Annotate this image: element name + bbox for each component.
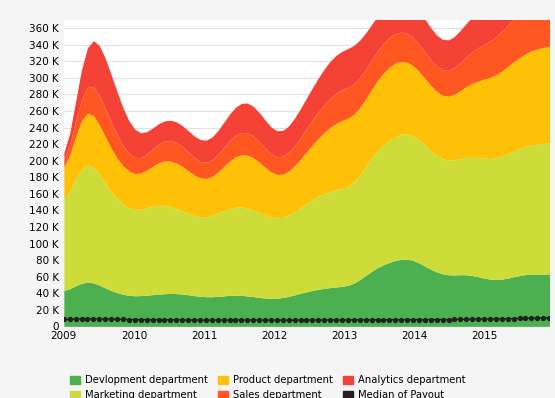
Legend: Devlopment department, Marketing department, Product department, Sales departmen: Devlopment department, Marketing departm…: [66, 371, 470, 398]
